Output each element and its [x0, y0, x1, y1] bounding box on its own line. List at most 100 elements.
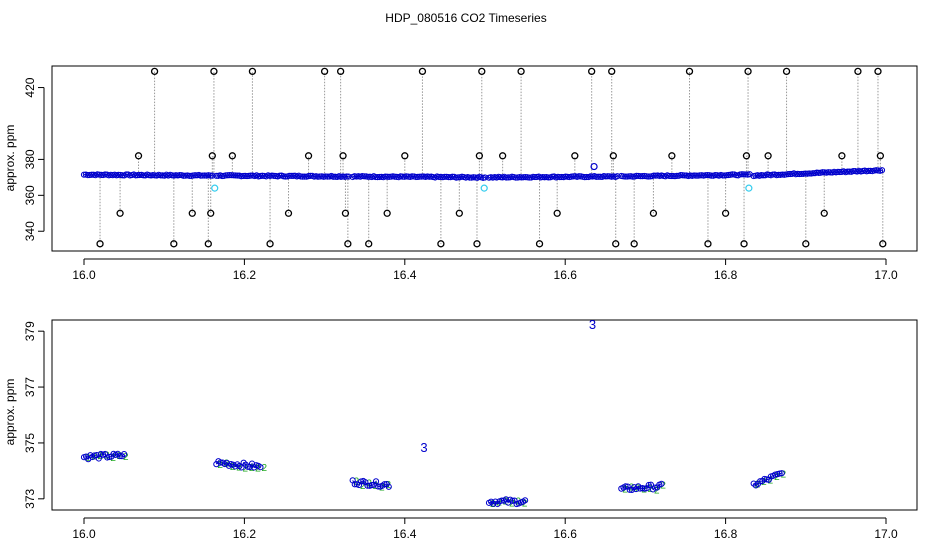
series-point [385, 483, 392, 490]
baseline-point [201, 172, 208, 179]
baseline-point [712, 172, 719, 179]
series-point [121, 450, 128, 458]
baseline-point [330, 173, 337, 180]
excursion-point [553, 209, 561, 217]
baseline-point [84, 172, 91, 179]
excursion-point [418, 67, 427, 76]
excursion-point [134, 152, 143, 160]
baseline-point [232, 172, 239, 179]
baseline-point [786, 170, 794, 178]
baseline-point [191, 172, 199, 179]
baseline-point [625, 173, 633, 180]
baseline-point [307, 172, 314, 179]
excursion-point [612, 240, 620, 248]
baseline-point [376, 173, 383, 181]
x-tick-label: 16.4 [393, 527, 417, 540]
baseline-point [199, 172, 206, 179]
excursion-point [339, 152, 347, 160]
excursion-point [820, 209, 828, 217]
baseline-point [633, 172, 640, 179]
baseline-point [668, 172, 675, 180]
top-plot-frame [51, 65, 918, 252]
excursion-point [341, 209, 350, 217]
baseline-point [270, 172, 277, 179]
baseline-point [719, 172, 726, 179]
excursion-point [704, 240, 712, 248]
baseline-point [213, 172, 220, 179]
series-label-2: 2 [496, 498, 502, 509]
bottom-x-axis: 16.0 16.2 16.4 16.6 16.8 17.0 [72, 517, 898, 540]
baseline-point [604, 173, 611, 180]
excursion-point [498, 152, 507, 160]
excursion-point [284, 209, 293, 217]
y-tick-label: 379 [23, 321, 37, 341]
y-tick-label: 375 [23, 433, 37, 453]
cyan-point [480, 184, 488, 192]
excursion-point [744, 67, 752, 76]
excursion-point [668, 152, 676, 160]
blue-outlier-point [590, 162, 598, 171]
y-tick-label: 420 [23, 77, 37, 97]
baseline-point [288, 172, 295, 179]
baseline-point [512, 174, 519, 181]
baseline-point [708, 172, 715, 179]
y-tick-label: 377 [23, 377, 37, 397]
y-tick-label: 340 [23, 221, 37, 241]
series-label-2: 2 [243, 463, 249, 474]
baseline-point [416, 173, 423, 180]
baseline-point [115, 171, 122, 178]
baseline-point [850, 167, 857, 175]
excursion-point [266, 240, 274, 248]
baseline-point [386, 173, 393, 180]
baseline-point [88, 171, 95, 178]
baseline-point [796, 170, 803, 178]
baseline-point [123, 171, 130, 178]
baseline-point [98, 171, 105, 178]
baseline-point [666, 172, 673, 180]
baseline-point [134, 172, 141, 179]
baseline-point [677, 172, 684, 179]
baseline-point [738, 171, 746, 178]
baseline-point [637, 173, 644, 180]
baseline-point [186, 172, 193, 179]
baseline-point [345, 173, 352, 180]
series-label-2: 2 [360, 481, 366, 492]
excursion-point [228, 152, 237, 160]
baseline-point [702, 172, 709, 179]
excursion-point [304, 152, 313, 160]
excursion-point [630, 240, 638, 248]
baseline-point [691, 172, 698, 179]
baseline-point [343, 173, 350, 180]
excursion-point [478, 67, 486, 76]
excursion-point [96, 240, 104, 248]
excursion-point [344, 240, 352, 248]
excursion-point [588, 67, 596, 76]
baseline-point [650, 172, 657, 179]
baseline-point [282, 173, 289, 180]
baseline-point [704, 171, 711, 179]
excursion-point [571, 152, 579, 160]
excursion-point [742, 152, 751, 160]
excursion-point [116, 209, 124, 217]
baseline-point [878, 167, 886, 174]
excursion-point [874, 67, 882, 76]
baseline-point [692, 172, 700, 179]
baseline-point [301, 173, 308, 180]
baseline-point [526, 174, 533, 181]
excursion-point [208, 152, 216, 160]
excursion-point [365, 240, 373, 248]
excursion-point [685, 67, 694, 76]
baseline-point [226, 172, 233, 179]
baseline-point [769, 171, 776, 178]
baseline-point [595, 173, 602, 180]
baseline-point [587, 173, 594, 180]
series-label-2: 2 [490, 499, 496, 510]
series-point [244, 463, 251, 470]
baseline-point [785, 171, 792, 178]
excursion-point [764, 152, 772, 160]
baseline-point [207, 172, 214, 179]
excursion-point [455, 209, 463, 217]
baseline-point [681, 172, 688, 179]
series-label-2: 2 [768, 475, 774, 486]
bottom-y-axis-label: approx. ppm [3, 379, 17, 446]
